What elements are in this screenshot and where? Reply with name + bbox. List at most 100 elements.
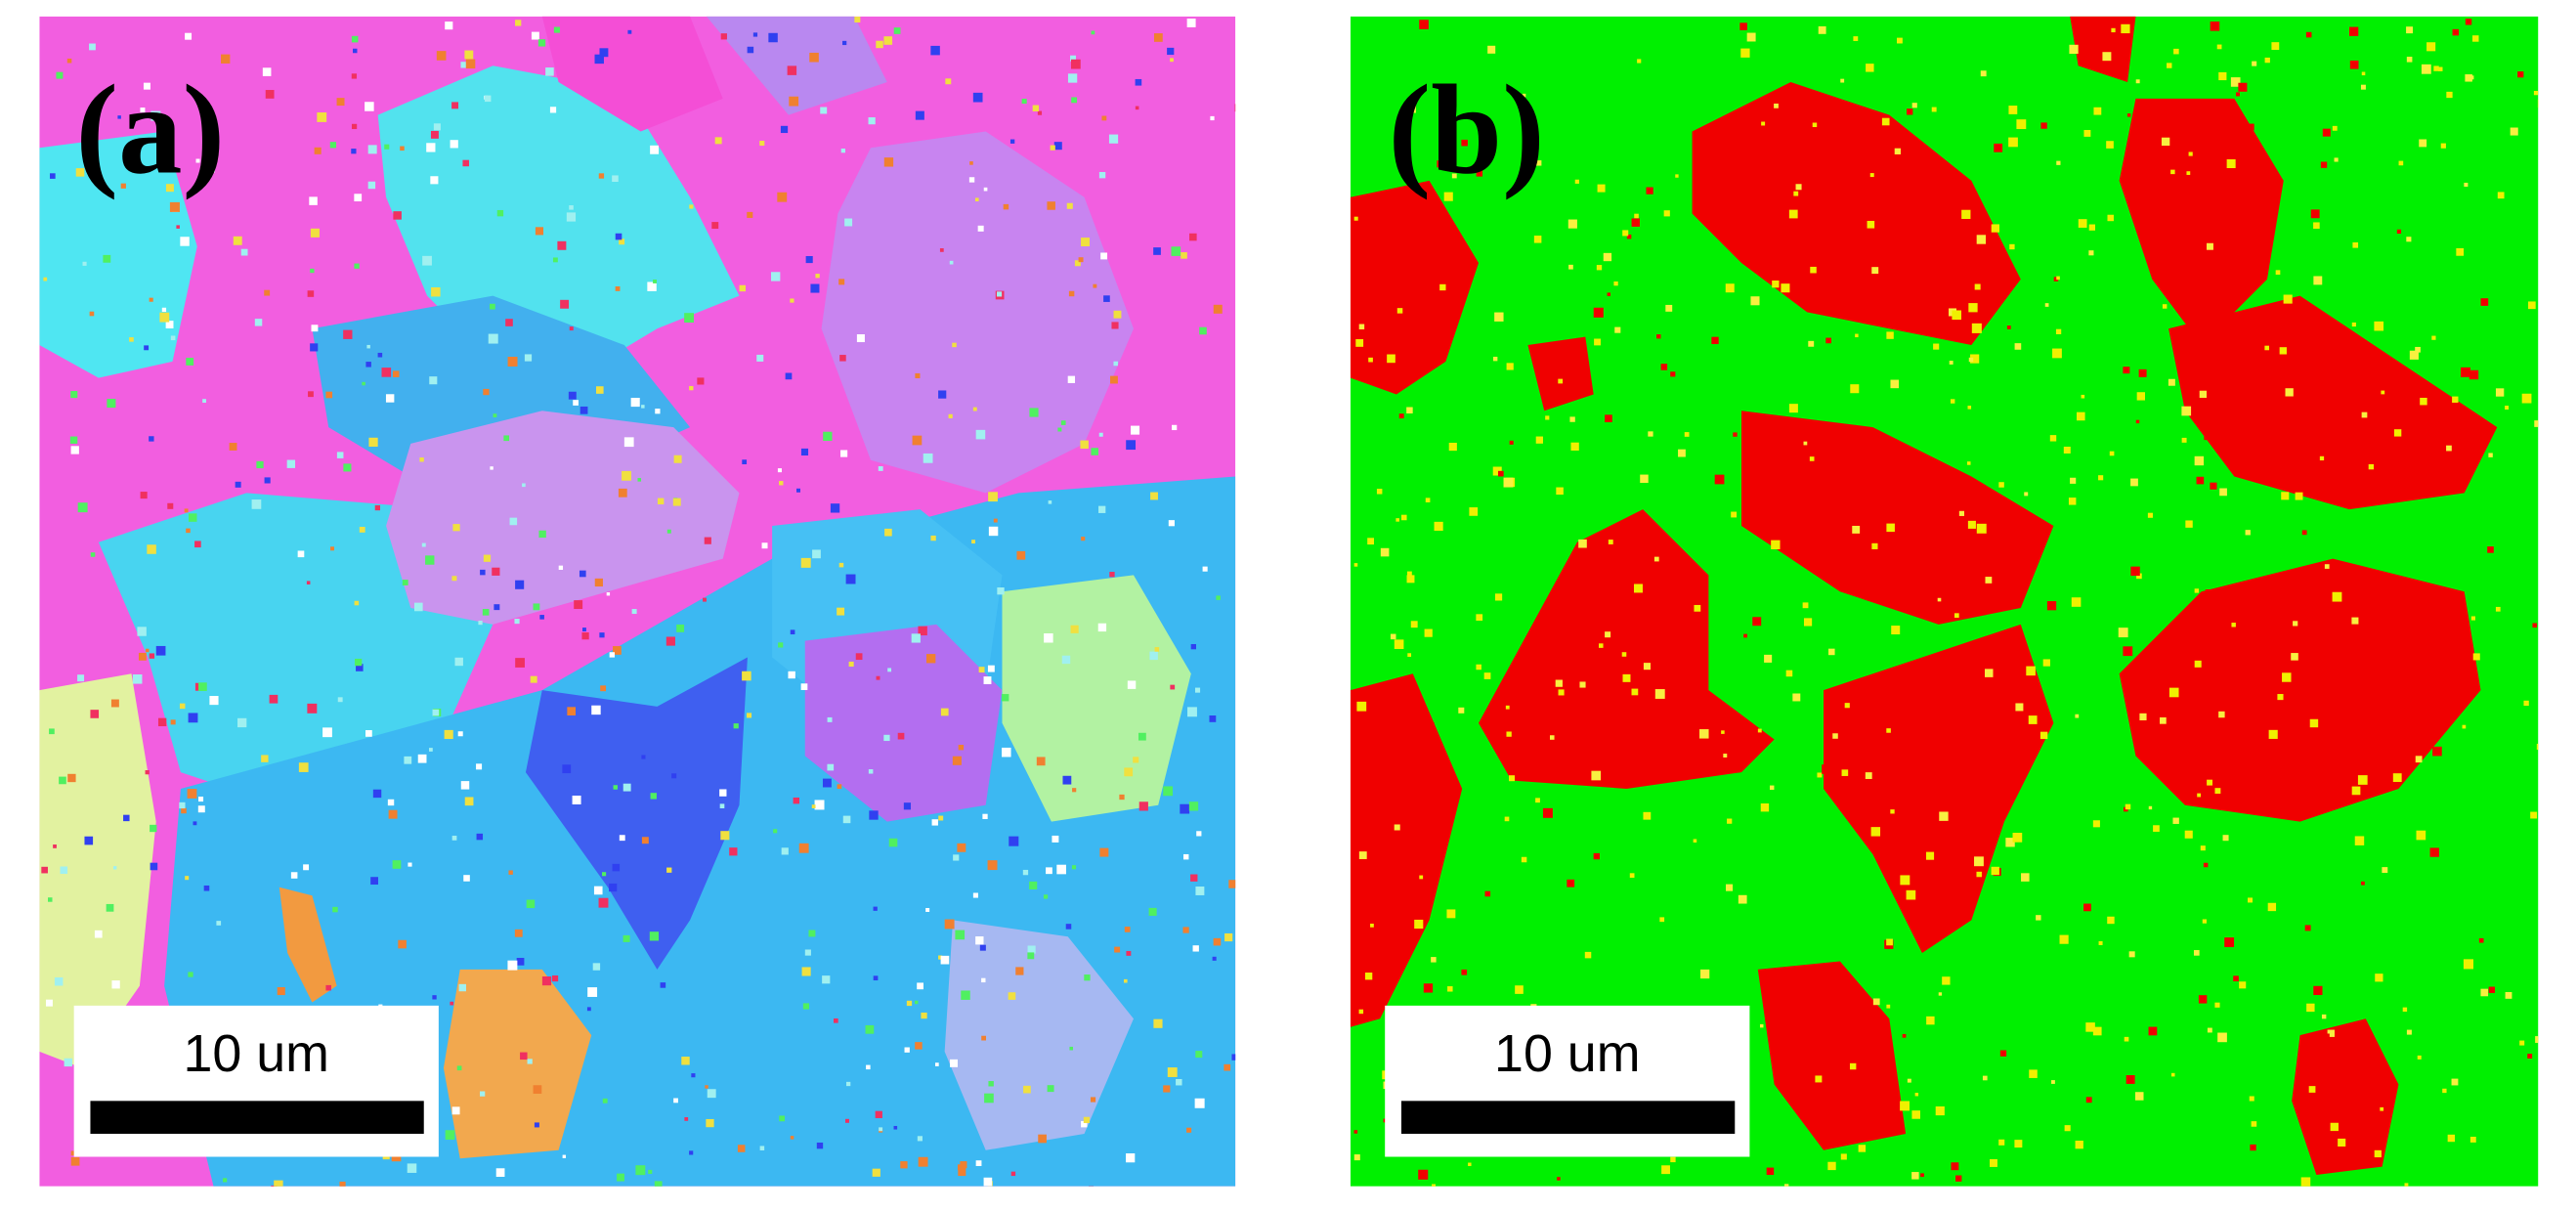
- speckle: [1809, 456, 1815, 461]
- speckle: [444, 729, 453, 740]
- speckle: [2396, 229, 2402, 235]
- speckle: [185, 876, 190, 881]
- speckle: [777, 192, 788, 202]
- speckle: [179, 703, 186, 710]
- speckle: [1114, 946, 1121, 953]
- speckle: [873, 906, 878, 911]
- speckle: [1451, 173, 1457, 179]
- speckle: [630, 398, 640, 408]
- speckle: [1535, 160, 1542, 166]
- speckle: [2049, 435, 2057, 442]
- speckle: [167, 502, 174, 509]
- speckle: [940, 955, 950, 965]
- speckle: [2124, 1036, 2129, 1042]
- speckle: [876, 675, 880, 680]
- speckle: [878, 466, 883, 471]
- speckle: [2406, 57, 2413, 63]
- speckle: [210, 167, 215, 173]
- speckle: [2495, 606, 2501, 612]
- speckle: [1738, 894, 1747, 904]
- speckle: [492, 567, 500, 576]
- speckle: [256, 460, 264, 469]
- speckle: [2168, 378, 2175, 386]
- speckle: [2135, 79, 2140, 84]
- speckle: [522, 483, 526, 488]
- speckle: [2415, 415, 2422, 422]
- speckle: [560, 299, 570, 309]
- speckle: [1911, 668, 1919, 677]
- speckle: [322, 727, 332, 738]
- speckle: [1081, 537, 1086, 541]
- speckle: [1793, 191, 1799, 196]
- speckle: [747, 46, 754, 54]
- speckle: [1670, 371, 1676, 377]
- speckle: [202, 153, 213, 164]
- speckle: [1890, 379, 1900, 389]
- speckle: [1637, 59, 1642, 64]
- speckle: [812, 549, 821, 559]
- speckle: [336, 98, 345, 107]
- speckle: [1008, 992, 1016, 1000]
- speckle: [185, 32, 193, 40]
- speckle: [1521, 856, 1527, 863]
- speckle: [150, 110, 161, 121]
- speckle: [1740, 48, 1750, 58]
- speckle: [482, 609, 490, 616]
- speckle: [2283, 715, 2293, 725]
- speckle: [392, 860, 402, 869]
- speckle: [1974, 856, 1984, 867]
- speckle: [1124, 927, 1131, 932]
- speckle: [1902, 1033, 1907, 1038]
- speckle: [2382, 867, 2388, 874]
- speckle: [533, 603, 540, 611]
- speckle: [1788, 209, 1798, 219]
- speckle: [365, 362, 371, 368]
- speckle: [2024, 492, 2029, 497]
- speckle: [372, 789, 382, 799]
- speckle: [1858, 1145, 1867, 1152]
- speckle: [1953, 262, 1956, 266]
- speckle: [1914, 1093, 1919, 1097]
- speckle: [592, 963, 601, 971]
- speckle: [805, 255, 813, 264]
- speckle: [1418, 1169, 1429, 1180]
- speckle: [1410, 621, 1418, 628]
- speckle: [445, 22, 453, 30]
- speckle: [49, 728, 55, 735]
- speckle: [303, 864, 310, 871]
- speckle: [1591, 770, 1602, 781]
- speckle: [759, 141, 765, 147]
- speckle: [2056, 160, 2061, 165]
- speckle: [1629, 873, 1635, 879]
- speckle: [2406, 237, 2412, 242]
- speckle: [1069, 1046, 1073, 1051]
- speckle: [2472, 35, 2479, 42]
- speckle: [1138, 732, 1146, 741]
- speckle: [844, 218, 853, 227]
- speckle: [157, 717, 167, 727]
- speckle: [306, 581, 311, 584]
- speckle: [619, 238, 625, 245]
- speckle: [1907, 108, 1913, 115]
- speckle: [1900, 875, 1911, 886]
- speckle: [815, 274, 820, 279]
- speckle: [1446, 909, 1456, 919]
- speckle: [1429, 352, 1438, 362]
- speckle: [354, 263, 360, 269]
- speckle: [1886, 938, 1893, 946]
- speckle: [1170, 684, 1176, 690]
- speckle: [421, 542, 426, 547]
- speckle: [1991, 224, 1999, 233]
- speckle: [988, 526, 999, 537]
- phase-region: [1350, 180, 1480, 395]
- speckle: [756, 354, 764, 362]
- speckle: [2271, 42, 2280, 50]
- speckle: [1149, 651, 1158, 661]
- speckle: [2233, 975, 2239, 982]
- speckle: [551, 974, 559, 982]
- speckle: [796, 488, 800, 493]
- speckle: [665, 636, 675, 646]
- speckle: [808, 930, 816, 937]
- speckle: [568, 391, 577, 400]
